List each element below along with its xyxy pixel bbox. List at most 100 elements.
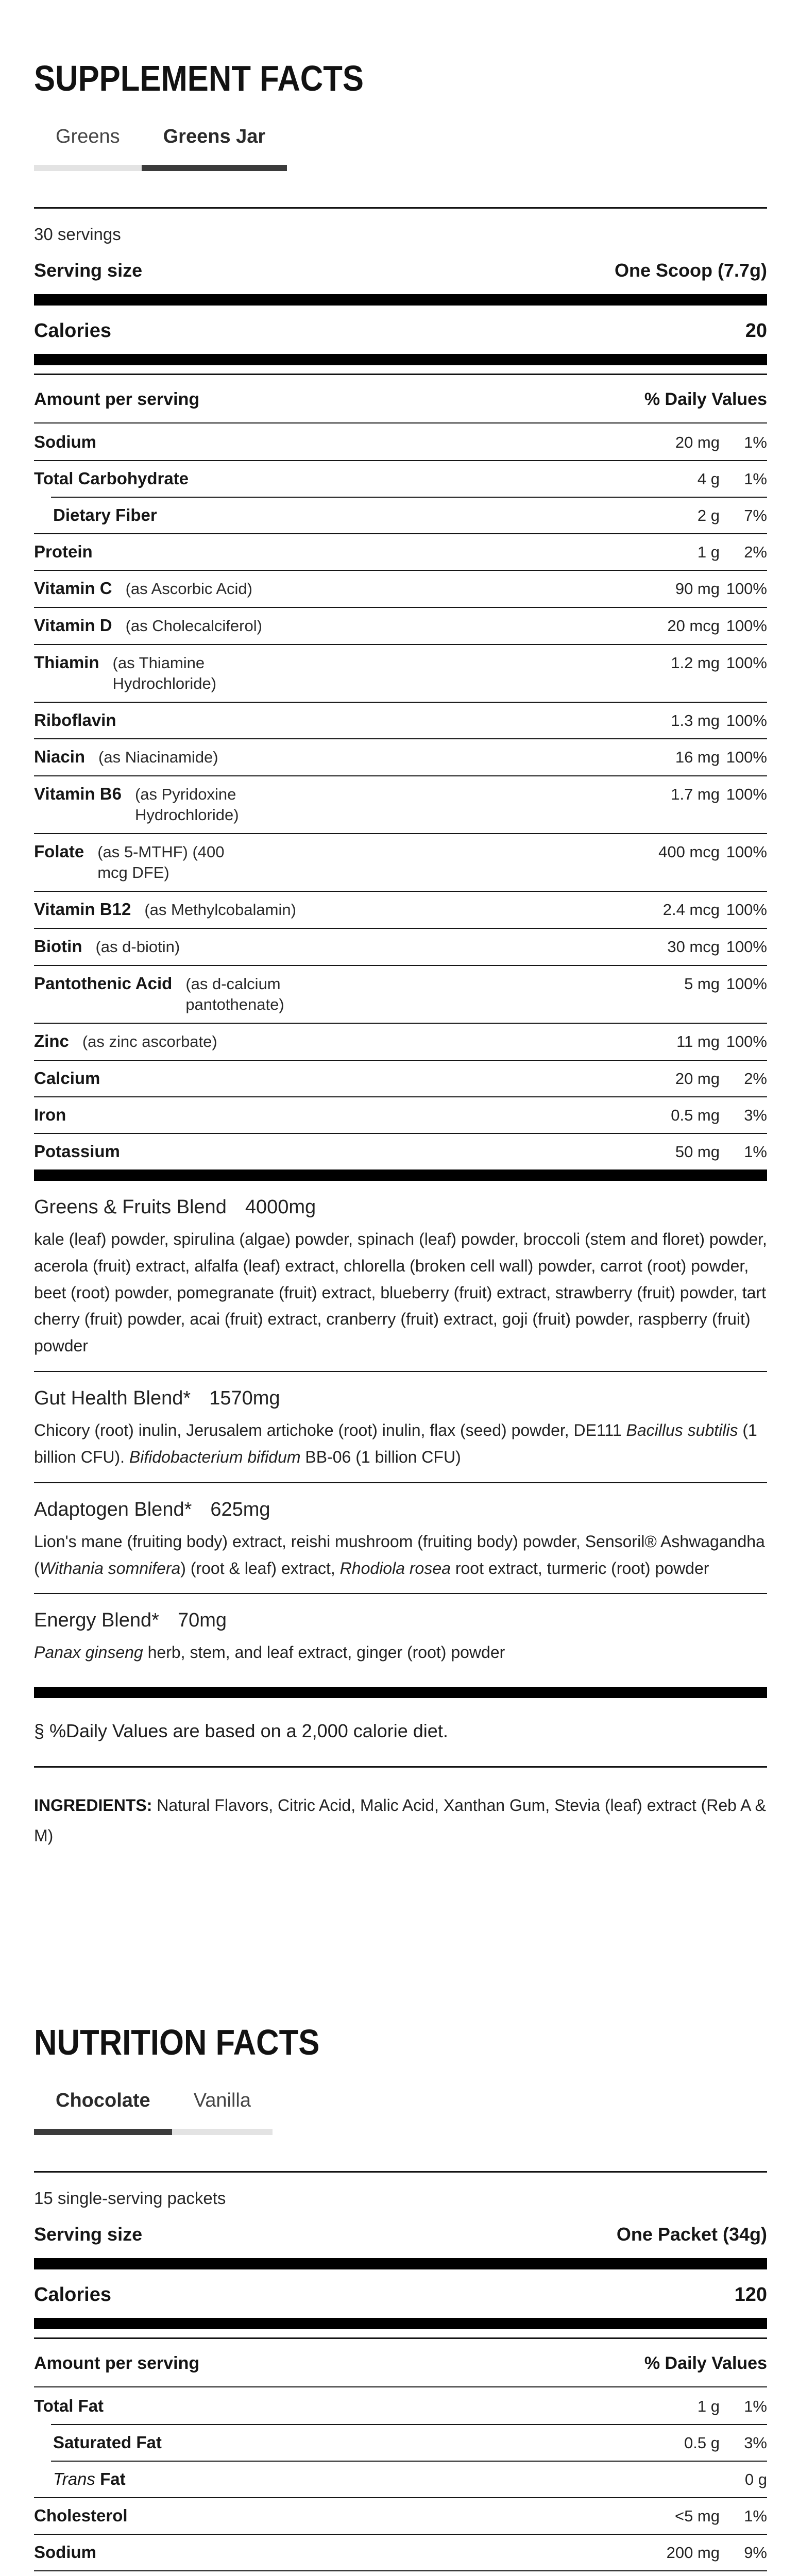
nutrient-name: Calcium <box>34 1069 100 1088</box>
row-label-group: Saturated Fat <box>34 2432 162 2453</box>
row-label-group: Vitamin D (as Cholecalciferol) <box>34 615 262 636</box>
divider <box>34 1593 767 1595</box>
row-values: 1.3 mg 100% <box>648 710 767 731</box>
row-label-group: Iron <box>34 1105 66 1125</box>
blend-name: Greens & Fruits Blend <box>34 1196 227 1218</box>
row-values: 11 mg 100% <box>648 1031 767 1052</box>
blend-amount: 625mg <box>210 1498 270 1520</box>
table-row: Sodium 20 mg 1% <box>34 423 767 460</box>
table-row: Total Carbohydrate 3 g 1% <box>34 2570 767 2576</box>
table-header-row: Amount per serving % Daily Values <box>34 2352 767 2374</box>
nutrient-note: (as Cholecalciferol) <box>125 617 262 635</box>
nutrient-name: Potassium <box>34 1142 120 1161</box>
nutrient-daily-value: 1% <box>744 433 767 451</box>
nutrient-amount: 30 mcg <box>667 938 720 956</box>
nutrient-amount: 20 mg <box>675 1070 720 1088</box>
nutrient-daily-value: 100% <box>726 975 767 993</box>
nutrient-amount: 5 mg <box>684 975 720 993</box>
nutrient-name: Protein <box>34 542 93 561</box>
blend-description: Lion's mane (fruiting body) extract, rei… <box>34 1532 765 1578</box>
divider <box>34 374 767 375</box>
row-label-group: Vitamin B12 (as Methylcobalamin) <box>34 899 296 920</box>
table-row: Sodium 200 mg 9% <box>34 2533 767 2570</box>
row-label-group: Riboflavin <box>34 710 116 731</box>
row-values: 4 g 1% <box>648 468 767 489</box>
amount-per-serving-header: Amount per serving <box>34 389 200 409</box>
flavor-tabs: Chocolate Vanilla <box>34 2089 767 2135</box>
flavor-tab-label: Vanilla <box>193 2089 251 2111</box>
nutrient-amount: 1.3 mg <box>671 711 720 730</box>
nutrient-amount: 50 mg <box>675 1143 720 1161</box>
nutrient-daily-value: 100% <box>726 580 767 598</box>
flavor-tab-vanilla[interactable]: Vanilla <box>172 2089 273 2135</box>
amount-per-serving-header: Amount per serving <box>34 2353 200 2373</box>
row-values: 2.4 mcg 100% <box>648 899 767 920</box>
daily-values-footnote: § %Daily Values are based on a 2,000 cal… <box>34 1720 448 1742</box>
calories-value: 120 <box>734 2283 767 2306</box>
nutrient-name: Total Fat <box>34 2396 104 2415</box>
row-label-group: Dietary Fiber <box>34 505 157 526</box>
nutrient-daily-value: 7% <box>744 506 767 524</box>
blends-section: Greens & Fruits Blend 4000mg kale (leaf)… <box>34 1181 767 1677</box>
label-panel: NUTRITION FACTS Chocolate Vanilla 15 sin… <box>34 2022 767 2576</box>
table-row: Zinc (as zinc ascorbate) 11 mg 100% <box>34 1023 767 1060</box>
nutrient-note: (as d-calcium pantothenate) <box>185 975 284 1013</box>
nutrient-daily-value: 100% <box>726 748 767 766</box>
nutrient-note: (as d-biotin) <box>95 938 180 956</box>
nutrient-name: Folate <box>34 842 84 861</box>
nutrient-note: (as Pyridoxine Hydrochloride) <box>134 785 239 824</box>
ingredients-label: INGREDIENTS: <box>34 1796 157 1815</box>
blend-description: kale (leaf) powder, spirulina (algae) po… <box>34 1230 767 1355</box>
flavor-tab-label: Chocolate <box>56 2089 150 2111</box>
row-values: 20 mg 2% <box>648 1068 767 1089</box>
nutrient-daily-value: 9% <box>744 2543 767 2562</box>
divider <box>34 2386 767 2387</box>
row-label-group: Total Carbohydrate <box>34 468 189 489</box>
flavor-tab-chocolate[interactable]: Chocolate <box>34 2089 172 2135</box>
nutrient-daily-value: 1% <box>744 2397 767 2415</box>
nutrient-daily-value: 100% <box>726 654 767 672</box>
nutrient-name: Vitamin B6 <box>34 784 122 803</box>
blend-amount: 1570mg <box>209 1387 280 1410</box>
nutrient-amount: 2 g <box>697 506 720 524</box>
row-values: 50 mg 1% <box>648 1141 767 1162</box>
nutrient-amount: 1.2 mg <box>671 654 720 672</box>
row-values: 0 g <box>695 2469 767 2489</box>
row-values: 90 mg 100% <box>648 578 767 599</box>
flavor-tab-label: Greens <box>56 126 120 147</box>
calories-row: Calories 120 <box>34 2283 767 2307</box>
nutrient-daily-value: 100% <box>726 938 767 956</box>
calories-label: Calories <box>34 2283 111 2306</box>
nutrient-name: Trans Fat <box>53 2469 126 2488</box>
nutrient-amount: 1 g <box>697 2397 720 2415</box>
servings-count: 15 single-serving packets <box>34 2188 226 2208</box>
blend-item: Greens & Fruits Blend 4000mg kale (leaf)… <box>34 1181 767 1371</box>
blend-item: Adaptogen Blend* 625mg Lion's mane (frui… <box>34 1483 767 1594</box>
serving-size-label: Serving size <box>34 2223 143 2245</box>
blend-amount: 4000mg <box>245 1196 316 1218</box>
servings-count: 30 servings <box>34 225 121 244</box>
divider <box>34 2171 767 2173</box>
flavor-tabs: Greens Greens Jar <box>34 125 767 171</box>
nutrient-amount: 1.7 mg <box>671 785 720 803</box>
nutrient-amount: 90 mg <box>675 580 720 598</box>
table-row: Calcium 20 mg 2% <box>34 1060 767 1096</box>
nutrient-amount: 200 mg <box>666 2543 720 2562</box>
table-row: Niacin (as Niacinamide) 16 mg 100% <box>34 738 767 775</box>
row-label-group: Vitamin B6 (as Pyridoxine Hydrochloride) <box>34 784 268 825</box>
thick-bar <box>34 294 767 306</box>
row-label-group: Total Fat <box>34 2396 104 2416</box>
row-label-group: Zinc (as zinc ascorbate) <box>34 1031 217 1052</box>
flavor-tab-greens[interactable]: Greens <box>34 125 142 171</box>
nutrient-amount: 0.5 g <box>684 2433 720 2452</box>
nutrient-name: Sodium <box>34 432 96 451</box>
nutrient-name: Vitamin C <box>34 579 112 598</box>
daily-values-header: % Daily Values <box>644 389 767 409</box>
row-values: 1.2 mg 100% <box>648 652 767 673</box>
divider <box>34 1371 767 1372</box>
flavor-tab-greens-jar[interactable]: Greens Jar <box>141 125 287 171</box>
row-values: 400 mcg 100% <box>648 841 767 862</box>
calories-row: Calories 20 <box>34 319 767 343</box>
serving-size-label: Serving size <box>34 260 143 281</box>
nutrient-daily-value: 1% <box>744 470 767 488</box>
